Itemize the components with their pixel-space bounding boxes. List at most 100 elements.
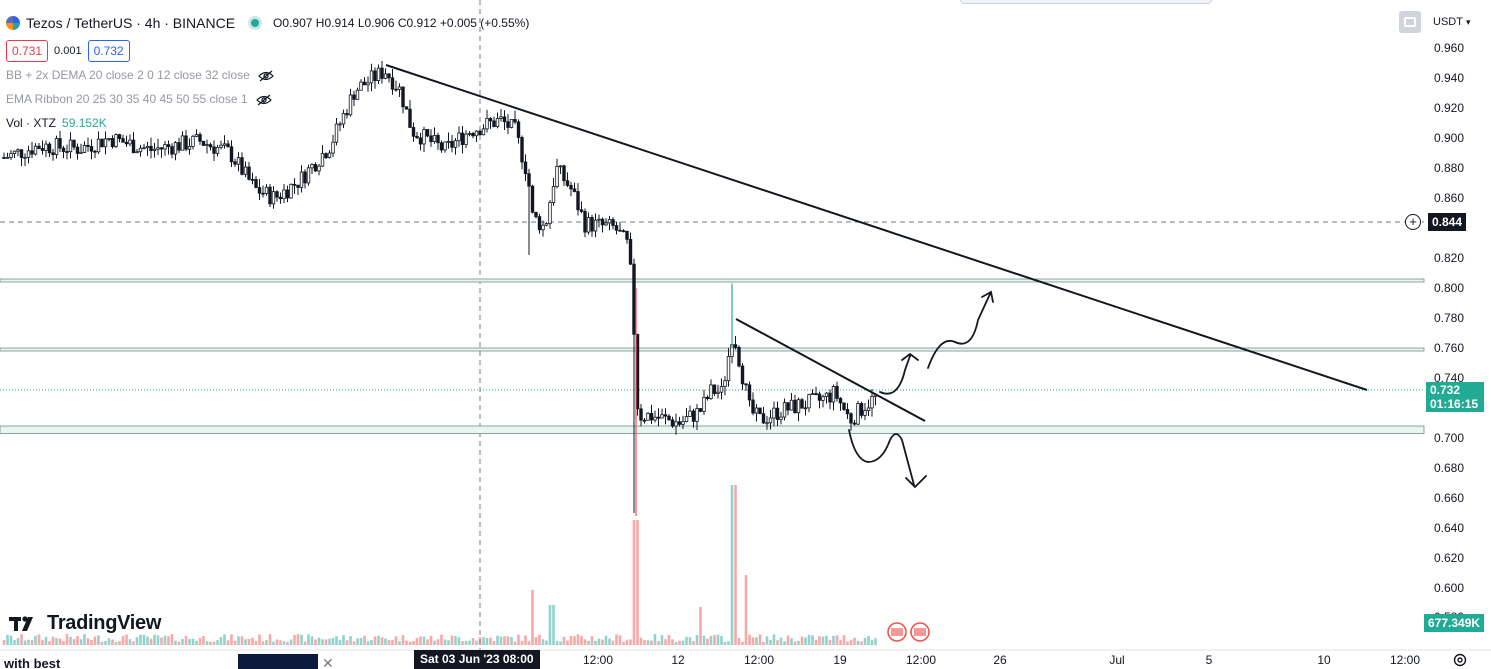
candle-down [296, 184, 300, 188]
volume-bar [296, 634, 300, 645]
volume-bar [790, 638, 793, 645]
price-axis-label: 0.800 [1434, 281, 1465, 295]
volume-bar [44, 636, 48, 645]
market-open-icon [251, 19, 260, 27]
support-resistance-zone [0, 347, 1425, 352]
candle-down [656, 416, 661, 419]
price-axis-label: 0.680 [1434, 461, 1465, 475]
volume-bar [205, 641, 209, 645]
symbol-row[interactable]: Tezos / TetherUS · 4h · BINANCE O0.907 H… [6, 12, 529, 34]
candle-up [23, 156, 27, 159]
volume-bar [198, 637, 202, 645]
volume-bar [419, 636, 422, 645]
price-axis-label: 0.860 [1434, 191, 1465, 205]
candle-up [551, 186, 556, 203]
candle-up [772, 407, 776, 419]
candle-up [264, 186, 269, 194]
open-label: O [273, 16, 283, 30]
candle-down [747, 384, 752, 401]
volume-bar [835, 635, 839, 645]
eye-off-icon[interactable] [257, 70, 274, 82]
candle-up [593, 219, 598, 232]
candle-up [327, 152, 332, 159]
volume-bar [660, 634, 664, 645]
volume-bar [100, 641, 104, 645]
candle-up [271, 191, 276, 205]
volume-bar [156, 635, 160, 645]
candle-down [852, 422, 857, 425]
volume-bar [65, 634, 69, 645]
ohlc-values: O0.907 H0.914 L0.906 C0.912 +0.005 (+0.5… [273, 16, 529, 30]
volume-bar [83, 634, 86, 645]
volume-legend[interactable]: Vol · XTZ 59.152K [6, 111, 529, 135]
candle-down [817, 393, 822, 401]
symbol-title[interactable]: Tezos / TetherUS · 4h · BINANCE [26, 15, 236, 31]
time-axis-label: 12:00 [582, 653, 614, 667]
candle-down [2, 157, 6, 159]
candle-up [135, 151, 139, 154]
volume-bar [391, 640, 394, 645]
candle-down [229, 146, 234, 163]
candle-down [534, 211, 538, 218]
candle-down [89, 146, 94, 152]
gear-icon[interactable] [1452, 652, 1468, 668]
candle-down [418, 137, 423, 145]
volume-bar [286, 641, 289, 645]
candle-up [702, 396, 706, 412]
volume-bar [41, 640, 44, 645]
close-icon[interactable]: ✕ [322, 655, 334, 669]
volume-bar [587, 640, 590, 645]
support-resistance-zone [0, 278, 1425, 283]
candle-up [191, 135, 195, 147]
support-resistance-zone [0, 425, 1425, 434]
compare-icon[interactable] [1399, 11, 1421, 33]
candle-up [348, 94, 353, 116]
volume-bar [342, 635, 345, 645]
volume-bar [608, 638, 611, 645]
indicator-bb-dema[interactable]: BB + 2x DEMA 20 close 2 0 12 close 32 cl… [6, 63, 529, 87]
chevron-down-icon[interactable]: ▾ [1465, 16, 1471, 27]
candle-down [131, 139, 136, 154]
volume-bar [282, 641, 286, 645]
bullish-scenario-arrow [879, 290, 994, 395]
add-alert-icon[interactable]: + [1405, 214, 1421, 230]
candle-up [467, 133, 472, 135]
volume-bar [279, 640, 282, 645]
volume-bar [139, 634, 142, 645]
ad-thumbnail[interactable] [238, 654, 318, 669]
tradingview-logo[interactable]: TradingView [9, 612, 161, 635]
currency-selector[interactable]: USDT [1433, 16, 1463, 28]
volume-bar [520, 640, 524, 645]
volume-bar [13, 640, 16, 645]
candle-down [275, 191, 279, 198]
volume-bar [58, 638, 62, 645]
volume-bar [748, 634, 751, 645]
volume-bar [653, 634, 657, 645]
candle-down [663, 414, 668, 417]
candle-up [782, 402, 787, 418]
buy-button[interactable]: 0.732 [87, 40, 130, 62]
volume-bar [685, 636, 688, 645]
candle-down [240, 157, 244, 175]
candle-up [236, 157, 241, 165]
volume-bar [569, 635, 573, 645]
candle-up [754, 407, 759, 414]
price-axis-label: 0.920 [1434, 101, 1465, 115]
volume-bar [398, 641, 401, 645]
candle-down [667, 415, 671, 421]
volume-bar [664, 639, 667, 645]
indicator-ema-ribbon[interactable]: EMA Ribbon 20 25 30 35 40 45 50 55 close… [6, 87, 529, 111]
volume-bar [849, 639, 853, 645]
candle-up [145, 145, 150, 149]
price-axis-label: 0.640 [1434, 521, 1465, 535]
candle-down [352, 94, 356, 100]
volume-bar [422, 636, 426, 645]
sell-button[interactable]: 0.731 [6, 40, 49, 62]
volume-bar [870, 640, 874, 645]
eye-off-icon[interactable] [255, 94, 272, 106]
volume-bar [149, 638, 153, 645]
volume-bar [349, 636, 352, 645]
candle-up [334, 123, 339, 143]
